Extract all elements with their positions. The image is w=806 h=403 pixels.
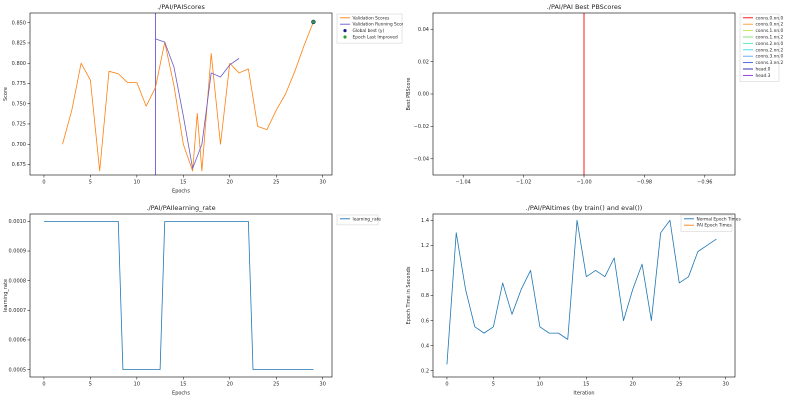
svg-text:20: 20 — [630, 382, 636, 388]
svg-text:1.4: 1.4 — [421, 218, 429, 224]
svg-text:head.3: head.3 — [756, 73, 771, 79]
svg-text:25: 25 — [676, 382, 682, 388]
svg-text:5: 5 — [89, 382, 92, 388]
svg-text:30: 30 — [320, 180, 326, 186]
svg-text:25: 25 — [273, 180, 279, 186]
svg-text:conns.2.nn.2: conns.2.nn.2 — [756, 47, 784, 53]
svg-text:25: 25 — [273, 382, 279, 388]
svg-text:0.675: 0.675 — [12, 162, 26, 168]
chart-pai-scores: ./PAI/PAIScores 0 5 10 15 20 25 30 0.675 0.700 0.… — [0, 0, 403, 201]
svg-text:0.775: 0.775 — [12, 81, 26, 87]
svg-text:0.02: 0.02 — [418, 59, 429, 65]
svg-text:conns.3.nn.0: conns.3.nn.0 — [756, 54, 784, 60]
svg-text:−0.02: −0.02 — [414, 124, 429, 130]
svg-text:0.04: 0.04 — [418, 27, 429, 33]
pai-times-plot: 0 5 10 15 20 25 30 0.2 0.4 0.6 0.8 1.0 1.2 1.4 Iterati… — [406, 213, 742, 397]
svg-text:Best PBScore: Best PBScore — [406, 77, 412, 110]
chart-pai-times: ./PAI/PAItimes (by train() and eval()) 0… — [403, 201, 806, 403]
svg-text:conns.0.nn.2: conns.0.nn.2 — [756, 22, 784, 28]
svg-text:10: 10 — [134, 180, 140, 186]
svg-text:0.4: 0.4 — [421, 343, 429, 349]
svg-text:Validation Running Scores: Validation Running Scores — [353, 22, 404, 28]
svg-text:0.2: 0.2 — [421, 368, 429, 374]
svg-text:0.00: 0.00 — [418, 92, 429, 98]
svg-text:0.0009: 0.0009 — [9, 249, 27, 255]
svg-text:5: 5 — [492, 382, 495, 388]
svg-text:−0.04: −0.04 — [414, 157, 429, 163]
chart-pai-learning-rate: ./PAI/PAIlearning_rate 0 5 10 15 20 25 30 0.000… — [0, 201, 403, 403]
svg-text:20: 20 — [227, 382, 233, 388]
svg-text:−0.96: −0.96 — [697, 180, 712, 186]
svg-text:0: 0 — [445, 382, 448, 388]
svg-text:0.850: 0.850 — [12, 20, 26, 26]
svg-text:30: 30 — [320, 382, 326, 388]
svg-text:conns.1.nn.0: conns.1.nn.0 — [756, 28, 784, 34]
svg-text:Score: Score — [3, 87, 9, 101]
svg-text:Epoch Last Improved: Epoch Last Improved — [353, 35, 399, 41]
svg-text:0.725: 0.725 — [12, 122, 26, 128]
svg-text:0.700: 0.700 — [12, 142, 26, 148]
svg-text:15: 15 — [583, 382, 589, 388]
svg-text:−0.98: −0.98 — [637, 180, 652, 186]
svg-text:Normal Epoch Times: Normal Epoch Times — [697, 216, 742, 222]
svg-text:1.0: 1.0 — [421, 268, 429, 274]
svg-text:30: 30 — [723, 382, 729, 388]
svg-text:head.0: head.0 — [756, 67, 771, 73]
svg-text:−1.00: −1.00 — [576, 180, 591, 186]
svg-text:0.8: 0.8 — [421, 293, 429, 299]
svg-text:0.825: 0.825 — [12, 41, 26, 47]
svg-text:5: 5 — [89, 180, 92, 186]
svg-text:15: 15 — [180, 180, 186, 186]
svg-text:conns.0.nn.0: conns.0.nn.0 — [756, 15, 784, 21]
svg-text:Iteration: Iteration — [573, 391, 594, 397]
svg-text:0: 0 — [42, 382, 45, 388]
svg-text:Epochs: Epochs — [172, 391, 190, 397]
svg-text:0.0010: 0.0010 — [9, 219, 27, 225]
svg-text:learning_rate: learning_rate — [3, 279, 9, 312]
svg-text:learning_rate: learning_rate — [353, 216, 382, 222]
svg-text:−1.02: −1.02 — [516, 180, 531, 186]
svg-text:−1.04: −1.04 — [456, 180, 471, 186]
pai-scores-plot: 0 5 10 15 20 25 30 0.675 0.700 0.725 0.750 0.775 0.8… — [3, 12, 404, 195]
svg-text:0: 0 — [42, 180, 45, 186]
svg-text:0.800: 0.800 — [12, 61, 26, 67]
svg-text:0.0007: 0.0007 — [9, 308, 27, 314]
svg-text:0.750: 0.750 — [12, 101, 26, 107]
svg-text:0.0005: 0.0005 — [9, 367, 27, 373]
svg-text:conns.3.nn.2: conns.3.nn.2 — [756, 60, 784, 66]
svg-text:10: 10 — [134, 382, 140, 388]
svg-text:10: 10 — [537, 382, 543, 388]
svg-text:Global best (y): Global best (y) — [353, 28, 385, 34]
svg-text:0.6: 0.6 — [421, 318, 429, 324]
svg-text:Epoch Time in Seconds: Epoch Time in Seconds — [406, 266, 412, 324]
svg-text:0.0008: 0.0008 — [9, 278, 27, 284]
pai-best-pbscores-plot: −1.04 −1.02 −1.00 −0.98 −0.96 −0.04 −0.02 0.00 0… — [406, 12, 784, 186]
svg-text:conns.2.nn.0: conns.2.nn.0 — [756, 41, 784, 47]
svg-text:1.2: 1.2 — [421, 243, 429, 249]
svg-text:20: 20 — [227, 180, 233, 186]
chart-pai-best-pbscores: ./PAI/PAI Best PBScores −1.04 −1.02 −1.00−… — [403, 0, 806, 201]
svg-text:15: 15 — [180, 382, 186, 388]
svg-text:PAI Epoch Times: PAI Epoch Times — [697, 223, 733, 229]
svg-text:Validation Scores: Validation Scores — [353, 15, 391, 21]
svg-text:Epochs: Epochs — [172, 189, 190, 195]
svg-text:0.0006: 0.0006 — [9, 338, 27, 344]
pai-learning-rate-plot: 0 5 10 15 20 25 30 0.0005 0.0006 0.0007 0.0008 0.00… — [3, 213, 382, 397]
svg-text:conns.1.nn.2: conns.1.nn.2 — [756, 35, 784, 41]
